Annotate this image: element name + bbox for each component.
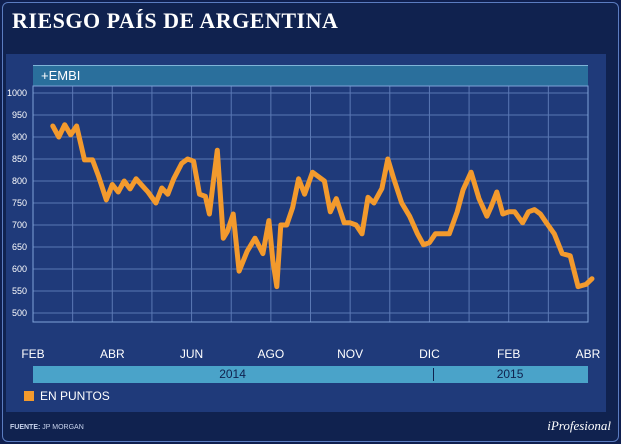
series-line [50, 122, 581, 290]
chart-title: RIESGO PAÍS DE ARGENTINA [12, 8, 339, 33]
y-tick-label: 550 [12, 286, 27, 296]
plot-border [32, 85, 589, 323]
x-tick-label: JUN [180, 347, 203, 361]
y-tick-label: 800 [12, 176, 27, 186]
y-tick-label: 750 [12, 198, 27, 208]
series-header: +EMBI [33, 65, 588, 87]
y-tick-label: 850 [12, 154, 27, 164]
x-tick-label: ABR [100, 347, 125, 361]
source-text: JP MORGAN [42, 424, 84, 431]
x-tick-label: FEB [497, 347, 520, 361]
year-bar: 2014 2015 [33, 366, 588, 383]
series-label: +EMBI [41, 68, 81, 83]
y-tick-label: 500 [12, 308, 27, 318]
y-tick-label: 600 [12, 264, 27, 274]
series-line [575, 276, 595, 290]
x-tick-label: NOV [337, 347, 363, 361]
x-tick-label: AGO [258, 347, 285, 361]
legend-swatch [24, 391, 34, 401]
year-label: 2015 [496, 367, 524, 381]
year-separator [433, 368, 435, 381]
source-prefix: FUENTE: [10, 424, 41, 431]
y-tick-label: 950 [12, 110, 27, 120]
y-tick-label: 1000 [7, 88, 27, 98]
source-note: FUENTE: JP MORGAN [10, 424, 84, 431]
legend: EN PUNTOS [24, 389, 110, 403]
x-tick-label: DIC [419, 347, 440, 361]
x-tick-label: FEB [21, 347, 44, 361]
y-tick-label: 700 [12, 220, 27, 230]
year-label: 2014 [219, 367, 246, 381]
y-tick-label: 650 [12, 242, 27, 252]
brand-logo: iProfesional [547, 418, 611, 433]
x-tick-label: ABR [576, 347, 601, 361]
y-tick-label: 900 [12, 132, 27, 142]
legend-label: EN PUNTOS [40, 389, 110, 403]
